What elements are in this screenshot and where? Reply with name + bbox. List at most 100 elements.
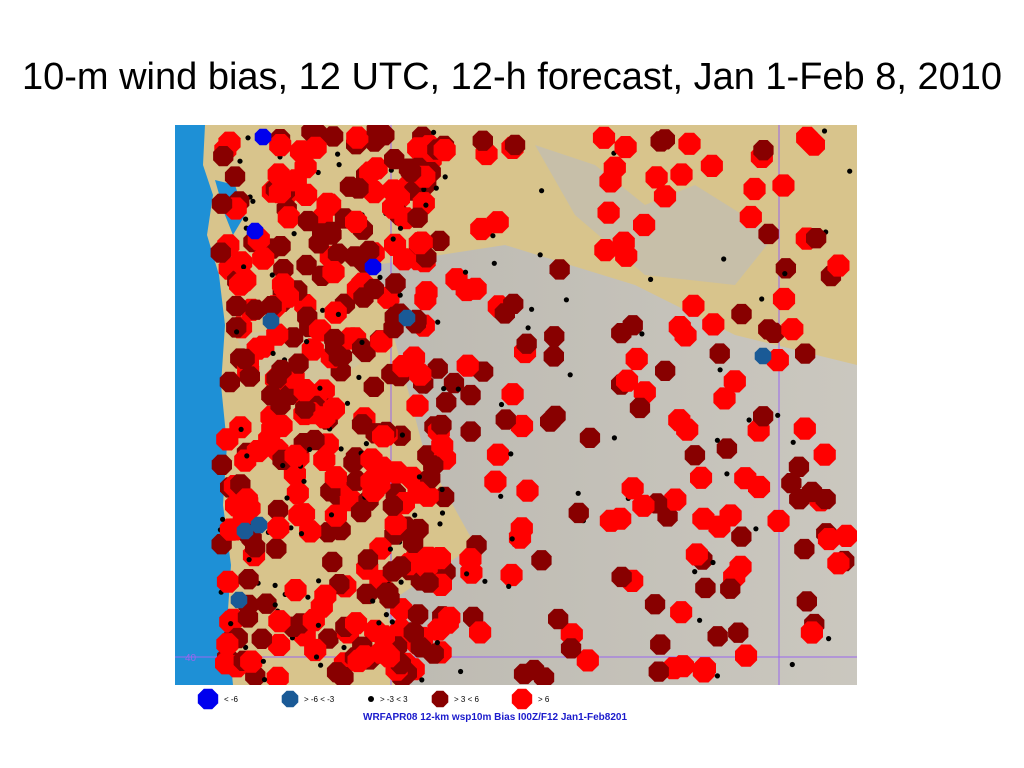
station-marker — [245, 299, 266, 320]
station-marker — [793, 417, 816, 440]
station-marker — [443, 372, 465, 394]
station-marker — [500, 563, 523, 587]
station-marker — [403, 622, 424, 643]
station-marker — [407, 137, 430, 160]
station-marker — [234, 449, 257, 472]
station-marker — [272, 602, 278, 608]
station-marker — [460, 421, 481, 442]
station-marker — [271, 273, 295, 296]
station-marker — [234, 329, 240, 335]
station-marker — [758, 223, 779, 245]
station-marker — [721, 256, 727, 262]
station-marker — [318, 662, 324, 668]
station-marker — [246, 222, 264, 240]
station-marker — [328, 512, 335, 518]
station-marker — [826, 636, 832, 642]
station-marker — [266, 666, 289, 685]
station-marker — [313, 406, 336, 429]
station-marker — [398, 309, 416, 327]
station-marker — [250, 198, 256, 204]
station-marker — [376, 620, 382, 626]
station-marker — [549, 259, 570, 280]
station-marker — [728, 622, 749, 643]
station-marker — [529, 306, 535, 312]
station-marker — [806, 228, 827, 249]
station-marker — [597, 201, 620, 224]
station-marker — [338, 446, 344, 452]
station-marker — [268, 633, 291, 656]
station-marker — [239, 366, 260, 387]
legend-label: > -6 < -3 — [304, 694, 335, 704]
station-marker — [692, 569, 698, 575]
station-marker — [398, 579, 404, 585]
station-marker — [418, 572, 439, 593]
station-marker — [713, 387, 736, 410]
station-marker — [707, 626, 728, 647]
station-marker — [498, 493, 504, 499]
station-marker — [648, 276, 654, 282]
octagon-icon — [511, 688, 533, 710]
station-marker — [664, 488, 687, 511]
station-marker — [709, 343, 730, 364]
station-marker — [260, 658, 266, 664]
station-marker — [697, 617, 703, 623]
station-marker — [216, 633, 239, 656]
station-marker — [284, 579, 307, 602]
station-marker — [516, 479, 539, 502]
station-marker — [629, 397, 651, 419]
terrain-relief-north — [535, 145, 775, 285]
station-marker — [297, 306, 318, 327]
legend-item-neg3-3: > -3 < 3 — [366, 686, 408, 712]
station-marker — [714, 673, 721, 679]
station-marker — [540, 411, 561, 432]
station-marker — [409, 363, 432, 386]
station-marker — [364, 258, 382, 276]
station-marker — [335, 151, 341, 157]
station-marker — [441, 386, 447, 392]
station-marker — [327, 243, 349, 264]
station-marker — [739, 205, 762, 229]
station-marker — [439, 510, 446, 516]
station-marker — [670, 163, 693, 186]
station-marker — [268, 610, 291, 633]
station-marker — [469, 621, 492, 644]
station-marker — [494, 303, 515, 324]
station-marker — [462, 269, 469, 275]
station-marker — [288, 525, 294, 531]
station-marker — [788, 456, 810, 477]
station-marker — [693, 657, 716, 680]
station-marker — [280, 462, 286, 469]
station-marker — [724, 471, 730, 477]
station-marker — [382, 495, 403, 516]
station-marker — [763, 322, 785, 343]
station-marker — [714, 437, 721, 443]
station-marker — [350, 501, 372, 523]
station-marker — [427, 618, 450, 641]
station-marker — [748, 475, 771, 499]
station-marker — [228, 621, 234, 627]
station-marker — [390, 236, 396, 242]
station-marker — [370, 330, 393, 353]
station-marker — [436, 392, 457, 413]
station-marker — [813, 443, 836, 466]
station-marker — [654, 129, 675, 150]
page-title: 10-m wind bias, 12 UTC, 12-h forecast, J… — [21, 56, 1003, 98]
station-marker — [472, 130, 493, 151]
station-marker — [246, 557, 252, 563]
station-marker — [219, 371, 240, 393]
station-marker — [210, 242, 231, 263]
station-marker — [295, 183, 318, 206]
station-marker — [345, 612, 368, 635]
station-marker — [416, 474, 422, 480]
station-marker — [537, 252, 543, 258]
station-marker — [548, 608, 569, 630]
station-marker — [599, 509, 622, 532]
station-marker — [211, 193, 233, 214]
station-marker — [363, 278, 384, 300]
station-marker — [360, 470, 383, 493]
station-marker — [611, 435, 617, 441]
station-marker — [431, 414, 452, 436]
station-marker — [270, 350, 276, 356]
station-marker — [782, 271, 788, 277]
station-marker — [847, 168, 853, 174]
